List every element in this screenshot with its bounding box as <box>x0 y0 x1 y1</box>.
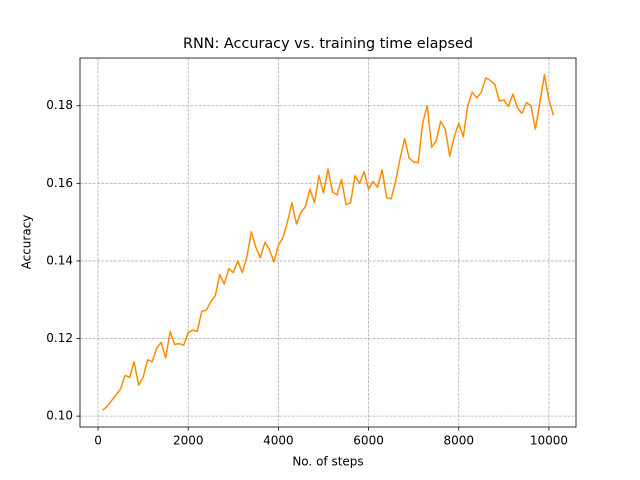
y-axis-label: Accuracy <box>20 215 34 270</box>
y-tick-label: 0.16 <box>46 176 73 190</box>
y-tick-label: 0.12 <box>46 331 73 345</box>
y-tick-label: 0.14 <box>46 253 73 267</box>
x-tick-label: 2000 <box>173 434 204 448</box>
chart-title: RNN: Accuracy vs. training time elapsed <box>183 36 473 52</box>
y-tick-label: 0.10 <box>46 409 73 423</box>
x-axis-label: No. of steps <box>292 455 363 469</box>
y-tick-label: 0.18 <box>46 98 73 112</box>
x-tick-label: 6000 <box>353 434 384 448</box>
data-line <box>102 73 555 411</box>
plot-frame <box>79 57 577 428</box>
x-tick-label: 4000 <box>263 434 294 448</box>
x-tick-label: 8000 <box>443 434 474 448</box>
x-tick-label: 0 <box>94 434 102 448</box>
x-tick-label: 10000 <box>530 434 568 448</box>
